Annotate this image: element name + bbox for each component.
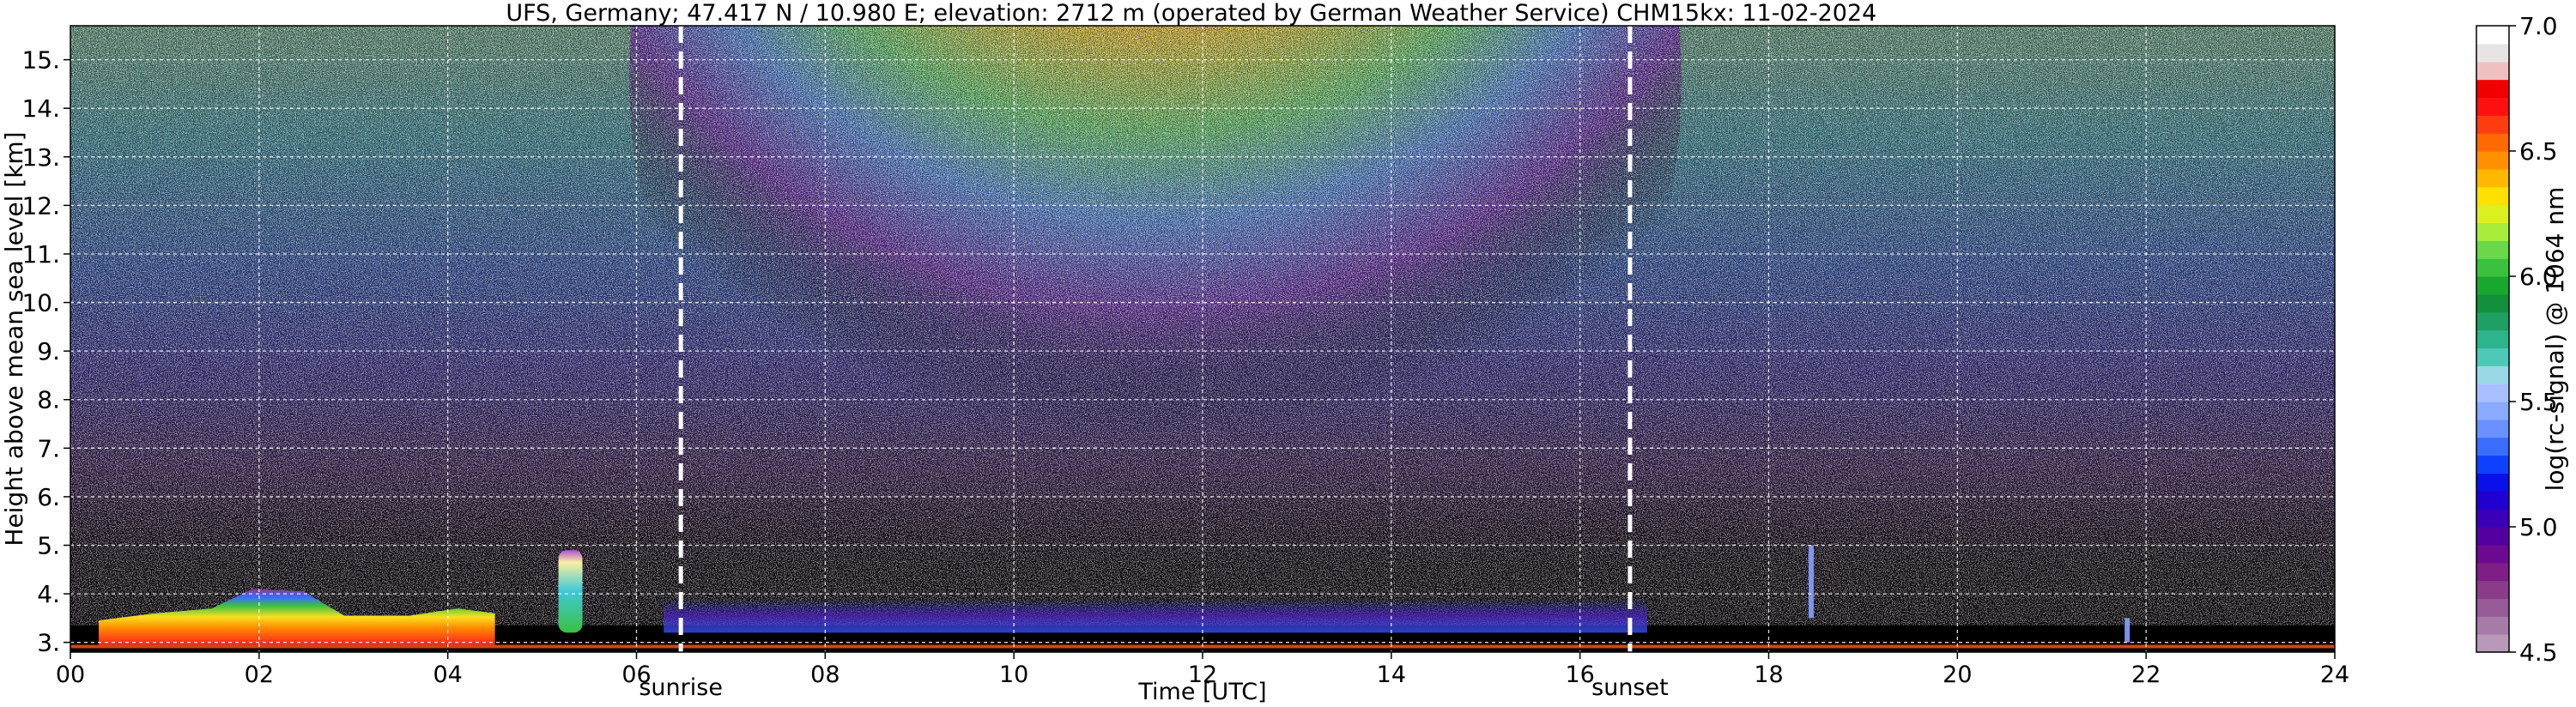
- colorbar-segment: [2476, 26, 2509, 45]
- y-tick-label: 5.: [37, 532, 60, 560]
- x-tick-label: 08: [810, 662, 839, 688]
- colorbar-tick-label: 6.0: [2519, 263, 2558, 291]
- x-axis-ticks: 00 02 04 06 08 10 12 14 16 18 20 22 24: [56, 652, 2349, 688]
- x-tick-label: 00: [56, 662, 85, 688]
- colorbar-segment: [2476, 222, 2509, 241]
- x-tick-label: 24: [2320, 662, 2349, 688]
- x-tick-label: 06: [621, 662, 651, 688]
- colorbar-tick-label: 7.0: [2519, 12, 2558, 40]
- colorbar: [2476, 25, 2510, 653]
- colorbar-segment: [2476, 473, 2509, 492]
- x-tick-label: 20: [1943, 662, 1972, 688]
- colorbar-segment: [2476, 402, 2509, 420]
- colorbar-segment: [2476, 384, 2509, 402]
- colorbar-segment: [2476, 311, 2509, 331]
- y-axis-label: Height above mean sea level [km]: [0, 131, 28, 546]
- y-tick-label: 12.: [21, 191, 60, 220]
- y-tick-label: 13.: [21, 143, 60, 172]
- sun-annotations: sunrise sunset: [639, 674, 1668, 701]
- x-tick-label: 18: [1754, 662, 1783, 688]
- colorbar-segment: [2476, 419, 2509, 438]
- colorbar-segment: [2476, 616, 2509, 635]
- colorbar-segment: [2476, 455, 2509, 474]
- colorbar-segment: [2476, 598, 2509, 617]
- y-tick-label: 8.: [37, 386, 60, 414]
- colorbar-segment: [2476, 79, 2509, 99]
- colorbar-segment: [2476, 133, 2509, 152]
- colorbar-segment: [2476, 437, 2509, 456]
- colorbar-segment: [2476, 509, 2509, 528]
- colorbar-segment: [2476, 276, 2509, 295]
- x-tick-label: 14: [1377, 662, 1406, 688]
- cloud-plume-1: [558, 550, 583, 633]
- x-tick-label: 16: [1565, 662, 1594, 688]
- speckle-noise-dark: [70, 26, 2335, 652]
- colorbar-segment: [2476, 366, 2509, 384]
- y-tick-label: 6.: [37, 483, 60, 511]
- daytime-aerosol-band: [664, 598, 1647, 633]
- y-axis-ticks: 3. 4. 5. 6. 7. 8. 9. 10. 11. 12. 13. 14. 15.: [21, 46, 70, 657]
- colorbar-tick-label: 4.5: [2519, 638, 2558, 667]
- colorbar-tick-label: 5.5: [2519, 388, 2558, 416]
- colorbar-segment: [2476, 61, 2509, 81]
- colorbar-segment: [2476, 562, 2509, 582]
- x-tick-label: 22: [2131, 662, 2161, 688]
- colorbar-segment: [2476, 240, 2509, 259]
- thin-cloud-2: [1808, 545, 1814, 619]
- colorbar-segment: [2476, 43, 2509, 63]
- colorbar-segment: [2476, 258, 2509, 277]
- x-tick-label: 10: [999, 662, 1028, 688]
- colorbar-segment: [2476, 293, 2509, 313]
- x-tick-label: 02: [245, 662, 274, 688]
- colorbar-segment: [2476, 115, 2509, 134]
- sunrise-label: sunrise: [639, 674, 723, 701]
- x-axis-label: Time [UTC]: [1137, 679, 1266, 705]
- y-tick-label: 9.: [37, 337, 60, 366]
- colorbar-segment: [2476, 527, 2509, 546]
- colorbar-segment: [2476, 168, 2509, 188]
- colorbar-segment: [2476, 329, 2509, 349]
- sunset-label: sunset: [1591, 674, 1669, 701]
- thin-cloud-3: [2124, 618, 2131, 643]
- colorbar-tick-label: 5.0: [2519, 513, 2558, 541]
- y-tick-label: 3.: [37, 629, 60, 657]
- colorbar-segment: [2476, 580, 2509, 600]
- plot-area: [70, 26, 2335, 652]
- colorbar-segment: [2476, 204, 2509, 224]
- colorbar-ticks: 4.5 5.0 5.5 6.0 6.5 7.0: [2509, 12, 2558, 667]
- colorbar-segment: [2476, 151, 2509, 170]
- grid-lines: [70, 26, 2335, 652]
- colorbar-segment: [2476, 634, 2509, 653]
- colorbar-segment: [2476, 491, 2509, 510]
- sun-markers: [678, 26, 1633, 652]
- x-tick-label: 12: [1188, 662, 1217, 688]
- colorbar-segment: [2476, 544, 2509, 564]
- y-tick-label: 10.: [21, 289, 60, 317]
- y-tick-label: 7.: [37, 434, 60, 462]
- y-tick-label: 11.: [21, 240, 60, 269]
- x-tick-label: 04: [433, 662, 462, 688]
- cloud-layer-0: [98, 589, 495, 645]
- chart-title: UFS, Germany; 47.417 N / 10.980 E; eleva…: [506, 0, 1876, 27]
- colorbar-segment: [2476, 186, 2509, 206]
- colorbar-segment: [2476, 97, 2509, 116]
- y-tick-label: 15.: [21, 46, 60, 75]
- colorbar-segment: [2476, 347, 2509, 366]
- colorbar-tick-label: 6.5: [2519, 137, 2558, 166]
- y-tick-label: 4.: [37, 580, 60, 608]
- y-tick-label: 14.: [21, 94, 60, 123]
- colorbar-frame: [2476, 25, 2510, 653]
- colorbar-label: log(rc-signal) @ 1064 nm: [2541, 187, 2569, 492]
